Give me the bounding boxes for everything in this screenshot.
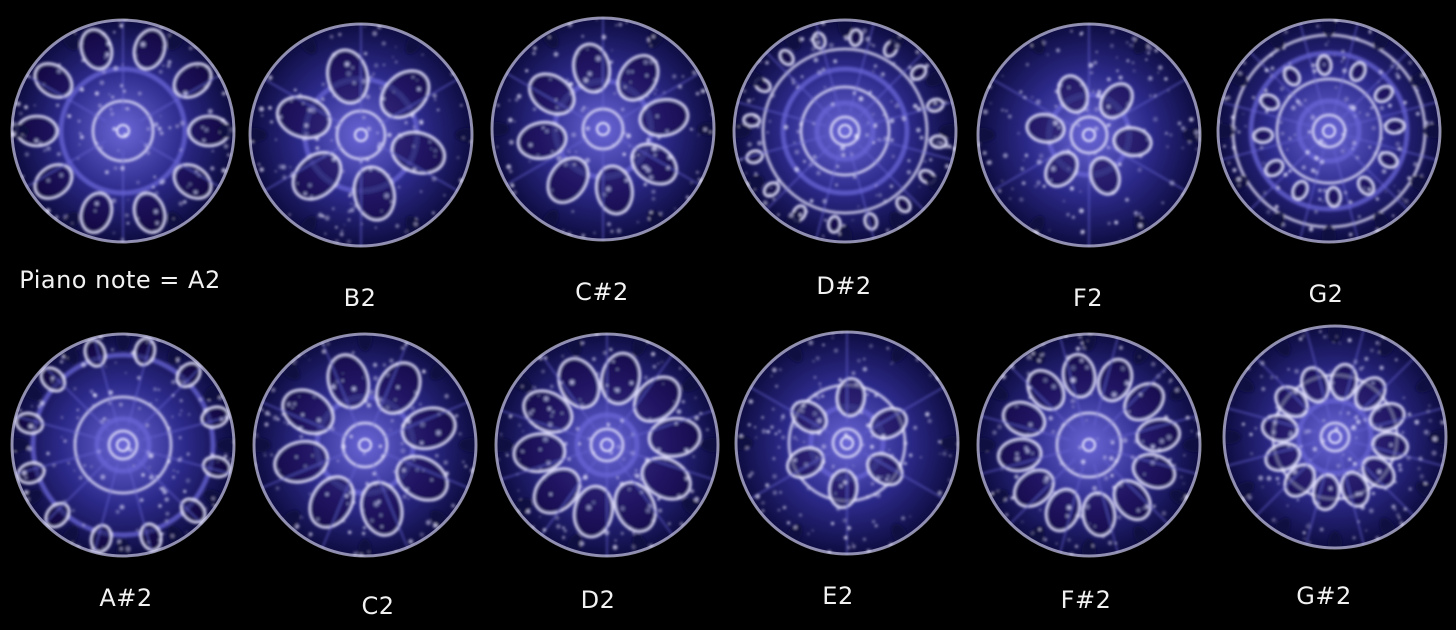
cymaglyph-disc <box>1220 322 1450 552</box>
cymaglyph-pattern <box>10 18 236 244</box>
cymaglyph-pattern <box>976 332 1202 558</box>
note-label: D#2 <box>816 272 872 300</box>
cymaglyph-pattern <box>1216 18 1442 244</box>
cymaglyph-pattern <box>976 22 1202 248</box>
cymaglyph-disc <box>8 16 238 246</box>
cymaglyph-disc <box>246 20 476 250</box>
note-label: C#2 <box>575 278 629 306</box>
cymaglyph-pattern <box>494 332 720 558</box>
cymaglyph-disc <box>974 330 1204 560</box>
note-label: F#2 <box>1060 586 1112 614</box>
cymaglyph-disc <box>732 328 962 558</box>
note-label: Piano note = A2 <box>19 266 221 294</box>
note-label: G#2 <box>1296 582 1352 610</box>
cymaglyph-disc <box>8 330 238 560</box>
note-label: D2 <box>580 586 616 614</box>
cymaglyph-pattern <box>248 22 474 248</box>
cymaglyph-pattern <box>732 18 958 244</box>
cymaglyph-pattern <box>490 16 716 242</box>
cymaglyph-pattern <box>10 332 236 558</box>
note-label: B2 <box>343 284 377 312</box>
note-label: F2 <box>1072 284 1104 312</box>
cymaglyph-disc <box>730 16 960 246</box>
note-label: G2 <box>1308 280 1344 308</box>
cymaglyph-disc <box>1214 16 1444 246</box>
cymaglyph-pattern <box>252 332 478 558</box>
note-label: A#2 <box>99 584 153 612</box>
cymaglyph-disc <box>974 20 1204 250</box>
note-label: C2 <box>361 592 395 620</box>
cymaglyph-pattern <box>1222 324 1448 550</box>
cymaglyph-disc <box>488 14 718 244</box>
cymaglyph-disc <box>250 330 480 560</box>
cymaglyph-pattern <box>734 330 960 556</box>
note-label: E2 <box>822 582 854 610</box>
cymaglyph-disc <box>492 330 722 560</box>
